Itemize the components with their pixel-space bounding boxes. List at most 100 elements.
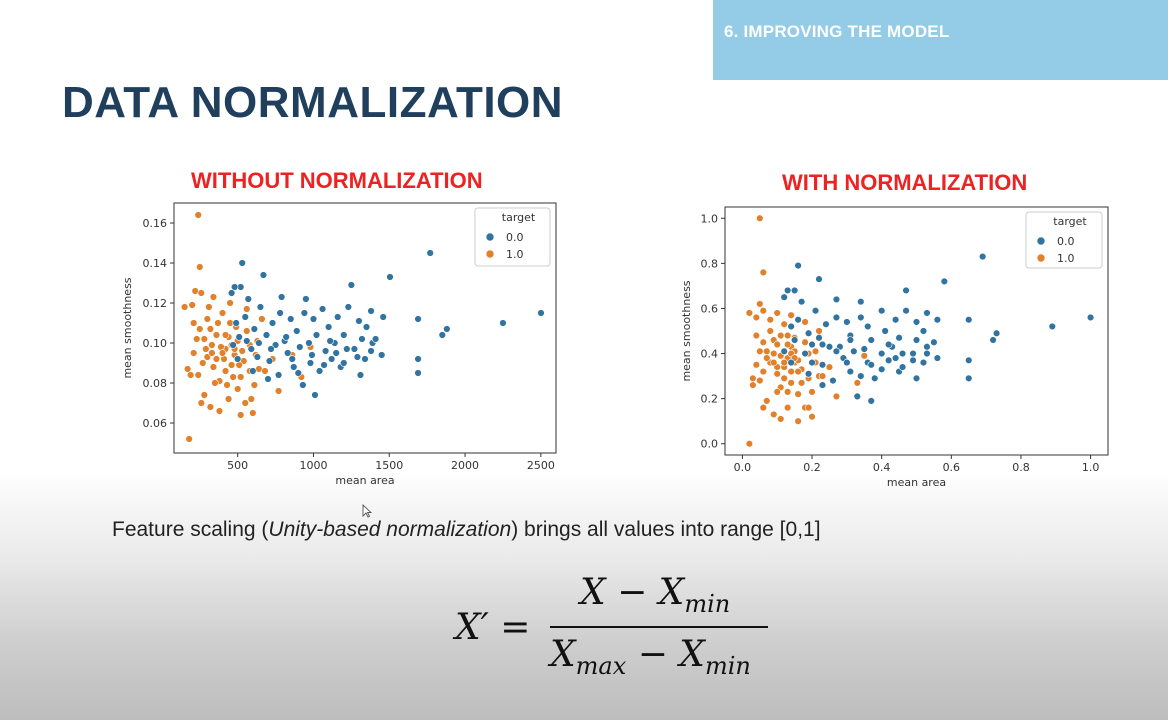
legend-marker [1036, 236, 1046, 246]
x-tick-label: 2500 [527, 459, 555, 472]
data-point [344, 303, 353, 311]
data-point [923, 309, 931, 317]
data-point [923, 349, 931, 358]
data-point [320, 361, 328, 369]
data-point [766, 327, 774, 335]
data-point [243, 337, 251, 345]
data-point [362, 323, 371, 331]
data-point [229, 341, 237, 349]
chart-title-without-normalization: WITHOUT NORMALIZATION [191, 168, 483, 193]
data-point [965, 374, 973, 383]
x-tick-label: 500 [227, 459, 248, 472]
data-point [978, 252, 987, 261]
data-point [763, 347, 771, 355]
data-point [804, 329, 813, 337]
data-point [909, 349, 917, 358]
data-point [797, 379, 806, 387]
data-point [843, 358, 851, 367]
data-point [756, 300, 764, 308]
data-point [794, 316, 802, 324]
y-tick-label: 0.16 [143, 217, 168, 230]
data-point [185, 435, 193, 443]
data-point [194, 211, 202, 219]
data-point [773, 370, 781, 378]
series-0.0 [780, 252, 1095, 405]
data-point [438, 331, 447, 339]
data-point [241, 399, 249, 407]
data-point [783, 403, 792, 412]
data-point [867, 361, 875, 369]
data-point [249, 409, 257, 417]
data-point [898, 363, 907, 371]
data-point [283, 349, 292, 357]
data-point [780, 374, 788, 383]
data-point [884, 340, 893, 349]
data-point [965, 316, 973, 324]
data-point [236, 373, 245, 381]
data-point [759, 338, 767, 346]
data-point [302, 295, 310, 303]
y-tick-label: 0.4 [701, 348, 719, 361]
data-point [188, 301, 196, 309]
caption: Feature scaling (Unity-based normalizati… [112, 518, 821, 542]
data-point [783, 340, 792, 349]
mouse-cursor-icon [362, 504, 372, 518]
data-point [770, 410, 778, 419]
data-point [306, 359, 315, 367]
data-point [232, 319, 240, 327]
formula-fraction-line [550, 626, 768, 628]
y-tick-label: 0.0 [701, 438, 719, 451]
x-tick-label: 0.6 [943, 461, 961, 474]
section-label: 6. IMPROVING THE MODEL [724, 22, 950, 41]
data-point [832, 313, 841, 322]
data-point [308, 351, 316, 359]
data-point [211, 379, 219, 387]
data-point [262, 331, 271, 339]
data-point [818, 372, 827, 380]
data-point [902, 307, 910, 315]
data-point [832, 295, 841, 304]
data-point [255, 339, 263, 347]
legend-box [1025, 211, 1103, 269]
caption-text-before: Feature scaling ( [112, 518, 269, 541]
formula-numerator: X − Xmin [580, 572, 730, 618]
x-tick-label: 1.0 [1082, 461, 1100, 474]
data-point [745, 309, 754, 317]
data-point [912, 318, 921, 326]
y-tick-label: 0.2 [701, 393, 719, 406]
data-point [804, 370, 813, 378]
data-point [264, 375, 272, 383]
data-point [258, 315, 266, 323]
data-point [199, 359, 207, 367]
data-point [811, 347, 820, 355]
series-1.0 [180, 211, 315, 443]
data-point [197, 289, 205, 297]
data-point [787, 311, 795, 319]
data-point [783, 286, 792, 295]
data-point [860, 352, 868, 360]
data-point [209, 293, 218, 301]
data-point [780, 358, 788, 367]
data-point [780, 320, 788, 328]
y-tick-label: 0.06 [143, 417, 168, 430]
data-point [909, 356, 917, 365]
data-point [276, 309, 284, 317]
data-point [261, 367, 269, 375]
data-point [241, 313, 249, 321]
data-point [912, 374, 921, 383]
data-point [829, 376, 837, 385]
data-point [770, 349, 778, 358]
data-point [212, 355, 221, 363]
data-point [274, 387, 283, 395]
data-point [857, 372, 865, 380]
data-point [898, 349, 907, 358]
data-point [200, 391, 209, 399]
data-point [353, 353, 362, 361]
data-point [340, 331, 348, 339]
data-point [940, 277, 949, 286]
data-point [818, 381, 827, 389]
data-point [218, 309, 227, 317]
data-point [355, 317, 363, 325]
data-point [850, 347, 858, 355]
